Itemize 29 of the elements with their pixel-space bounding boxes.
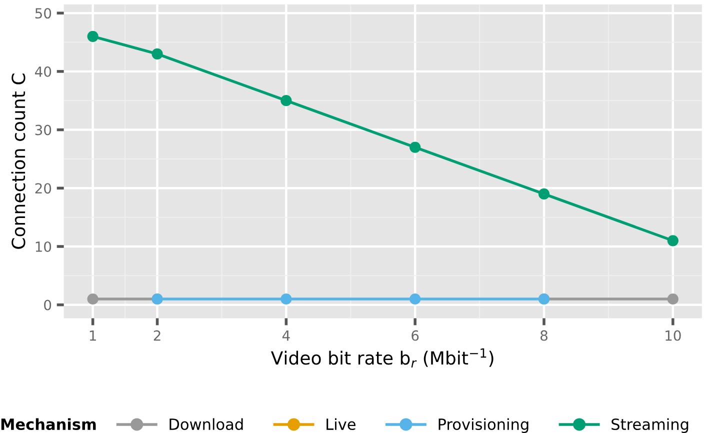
legend-label: Live [326,418,356,430]
legend-title: Mechanism [1,418,96,430]
point [410,142,421,153]
y-tick-label: 20 [35,183,52,194]
y-tick-label: 30 [35,124,52,136]
x-tick-label: 8 [540,330,548,341]
point [152,48,163,60]
point [87,30,98,42]
legend-label: Provisioning [438,418,528,433]
x-tick-label: 10 [666,330,681,341]
y-tick-label: 50 [35,8,52,19]
point [667,293,678,305]
x-tick-label: 2 [154,330,160,341]
x-tick-label: 4 [282,330,290,341]
x-axis-title: Video bit rate b$_{r}$ (Mbit$^{−1}$) [270,348,494,368]
x-tick-label: 6 [412,330,419,341]
legend-label: Streaming [612,418,688,433]
point [87,293,98,305]
point [410,293,421,305]
point [280,95,292,106]
point [280,293,292,305]
point [538,188,550,200]
y-tick-label: 10 [36,241,52,252]
point [667,235,678,246]
y-tick-label: 0 [44,300,52,310]
x-tick-label: 1 [90,330,96,341]
legend-label: Download [170,418,243,430]
y-axis-title: Connection count C [11,74,26,249]
y-tick-label: 40 [35,66,52,77]
